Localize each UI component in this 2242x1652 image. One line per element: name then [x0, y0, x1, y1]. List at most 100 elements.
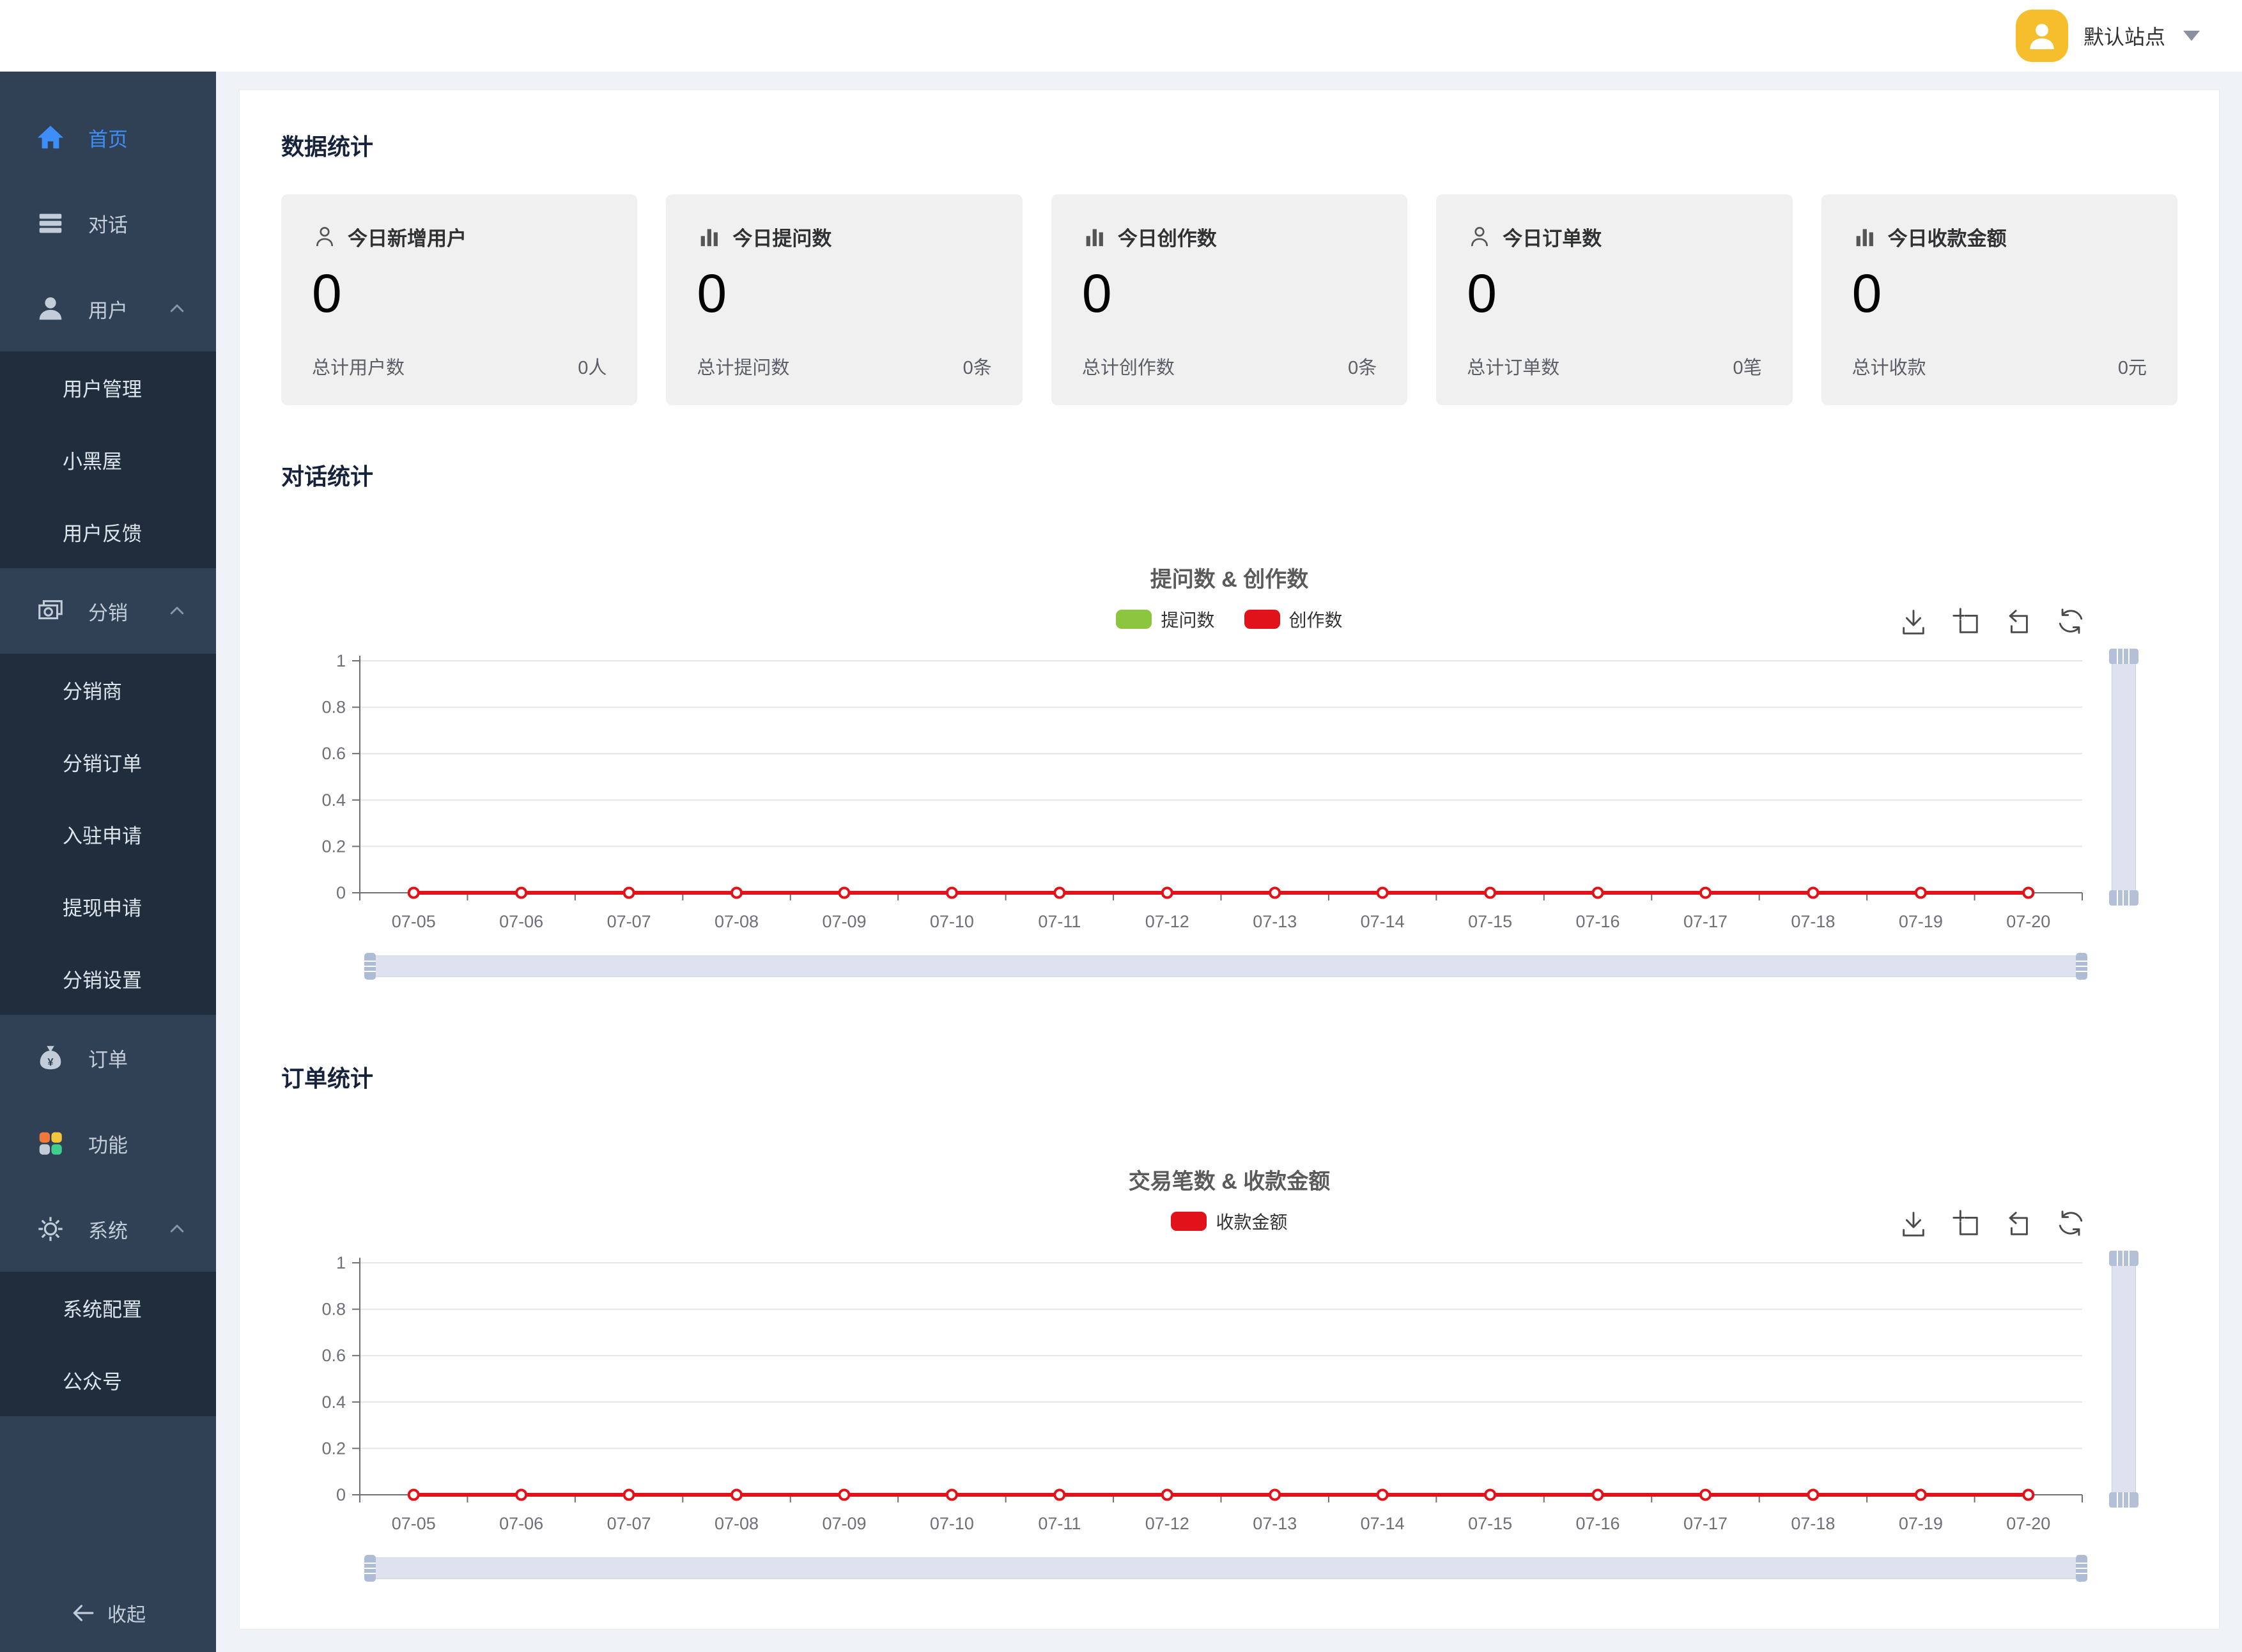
download-button[interactable]: [1899, 606, 1928, 636]
stat-card-header: 今日新增用户: [312, 222, 607, 251]
sidebar-item-orders[interactable]: ¥ 订单: [0, 1015, 216, 1100]
legend-label: 创作数: [1288, 610, 1343, 630]
sidebar-item-withdrawal-applications[interactable]: 提现申请: [63, 897, 142, 920]
collapse-sidebar-button[interactable]: 收起: [0, 1574, 216, 1652]
stat-card-orders-today: 今日订单数 0 总计订单数 0笔: [1436, 194, 1793, 405]
zoom-box-button[interactable]: [1951, 1208, 1981, 1238]
sidebar-item-label: 对话: [88, 213, 128, 236]
sidebar-item-distribution-settings[interactable]: 分销设置: [63, 969, 142, 992]
datazoom-horizontal-slider[interactable]: [364, 1555, 2087, 1582]
user-outline-icon: [1471, 226, 1488, 246]
svg-text:0: 0: [336, 883, 346, 902]
sidebar-item-system-config[interactable]: 系统配置: [63, 1299, 142, 1321]
datazoom-horizontal-slider[interactable]: [364, 953, 2087, 980]
stat-total-value: 0人: [578, 358, 607, 378]
stat-total-value: 0元: [2117, 358, 2147, 378]
svg-text:07-09: 07-09: [822, 912, 866, 931]
undo-box-button[interactable]: [2004, 1208, 2033, 1238]
svg-text:07-05: 07-05: [392, 1514, 436, 1533]
submenu-system: 系统配置 公众号: [0, 1272, 216, 1416]
stat-card-title: 今日提问数: [732, 228, 832, 250]
svg-text:07-20: 07-20: [2006, 1514, 2050, 1533]
sidebar-item-distributors[interactable]: 分销商: [63, 681, 122, 703]
list-icon: [39, 213, 62, 233]
download-button[interactable]: [1899, 1208, 1928, 1238]
sidebar-item-home[interactable]: 首页: [0, 95, 216, 180]
svg-text:07-06: 07-06: [499, 912, 543, 931]
submenu-users: 用户管理小黑屋用户反馈: [0, 351, 216, 568]
svg-text:07-10: 07-10: [930, 912, 974, 931]
stat-card-footer: 总计创作数 0条: [1082, 353, 1377, 380]
svg-text:¥: ¥: [47, 1056, 53, 1068]
sidebar-item-chat[interactable]: 对话: [0, 180, 216, 266]
stat-card-questions-today: 今日提问数 0 总计提问数 0条: [666, 194, 1023, 405]
refresh-button[interactable]: [2056, 1208, 2085, 1238]
datazoom-vertical-slider[interactable]: [2109, 649, 2138, 906]
sidebar-item-users[interactable]: 用户: [0, 266, 216, 351]
slider-handle[interactable]: [364, 1555, 376, 1582]
apps-icon: [39, 1132, 62, 1155]
zoom-box-button[interactable]: [1951, 606, 1981, 636]
stat-total-label: 总计订单数: [1467, 358, 1560, 378]
sidebar-item-blacklist[interactable]: 小黑屋: [63, 451, 122, 473]
svg-text:0: 0: [336, 1485, 346, 1504]
slider-handle[interactable]: [2109, 1251, 2138, 1266]
sidebar-item-distribution-orders[interactable]: 分销订单: [63, 753, 142, 775]
slider-handle[interactable]: [364, 953, 376, 980]
sidebar-item-user-feedback[interactable]: 用户反馈: [63, 523, 142, 545]
stat-card-header: 今日提问数: [697, 222, 991, 251]
legend-item-收款金额[interactable]: 收款金额: [1171, 1208, 1288, 1234]
stat-card-value: 0: [1852, 263, 1882, 323]
svg-text:0.2: 0.2: [321, 1439, 346, 1458]
svg-text:07-18: 07-18: [1791, 1514, 1835, 1533]
stat-card-revenue-today: 今日收款金额 0 总计收款 0元: [1821, 194, 2178, 405]
svg-text:07-15: 07-15: [1468, 912, 1512, 931]
svg-text:0.2: 0.2: [321, 837, 346, 856]
slider-handle[interactable]: [2076, 953, 2087, 980]
sidebar-item-user-management[interactable]: 用户管理: [63, 378, 142, 401]
zoom-box-icon: [1952, 608, 1978, 633]
user-icon: [39, 297, 62, 320]
svg-text:07-13: 07-13: [1253, 1514, 1297, 1533]
slider-handle[interactable]: [2076, 1555, 2087, 1582]
stat-total-label: 总计收款: [1852, 358, 1926, 378]
legend-label: 收款金额: [1216, 1212, 1288, 1232]
svg-text:07-07: 07-07: [607, 1514, 651, 1533]
svg-text:07-09: 07-09: [822, 1514, 866, 1533]
stat-card-header: 今日创作数: [1082, 222, 1377, 251]
avatar[interactable]: [2015, 10, 2068, 62]
sidebar-item-distribution[interactable]: 分销: [0, 568, 216, 654]
slider-handle[interactable]: [2109, 890, 2138, 906]
stat-card-footer: 总计收款 0元: [1852, 353, 2147, 380]
stat-total-value: 0条: [963, 358, 992, 378]
sidebar-item-official-account[interactable]: 公众号: [63, 1371, 122, 1393]
section-title-conversation: 对话统计: [281, 463, 374, 490]
person-icon: [2030, 24, 2054, 49]
svg-text:07-15: 07-15: [1468, 1514, 1512, 1533]
chevron-up-icon: [167, 601, 187, 621]
legend-item-创作数[interactable]: 创作数: [1244, 606, 1343, 632]
datazoom-vertical-slider[interactable]: [2109, 1251, 2138, 1508]
sidebar-item-entry-applications[interactable]: 入驻申请: [63, 825, 142, 847]
svg-text:0.6: 0.6: [321, 744, 346, 763]
sidebar-item-system[interactable]: 系统: [0, 1186, 216, 1272]
svg-text:07-10: 07-10: [930, 1514, 974, 1533]
undo-box-icon: [2009, 1212, 2028, 1235]
stat-card-value: 0: [697, 263, 727, 323]
undo-box-button[interactable]: [2004, 606, 2033, 636]
legend-item-提问数[interactable]: 提问数: [1116, 606, 1215, 632]
sidebar-item-label: 订单: [88, 1048, 128, 1071]
sidebar-item-features[interactable]: 功能: [0, 1100, 216, 1186]
zoom-box-icon: [1952, 1210, 1978, 1235]
svg-text:07-11: 07-11: [1038, 1514, 1081, 1533]
slider-handle[interactable]: [2109, 649, 2138, 664]
chart-legend: 提问数 创作数: [281, 608, 2177, 630]
slider-handle[interactable]: [2109, 1492, 2138, 1508]
svg-text:0.4: 0.4: [321, 1393, 346, 1412]
refresh-button[interactable]: [2056, 606, 2085, 636]
stat-card-footer: 总计用户数 0人: [312, 353, 607, 380]
site-label: 默认站点: [2083, 26, 2165, 49]
chart-legend: 收款金额: [281, 1210, 2177, 1232]
site-switcher[interactable]: 默认站点: [2015, 0, 2200, 72]
download-icon: [1903, 610, 1924, 635]
